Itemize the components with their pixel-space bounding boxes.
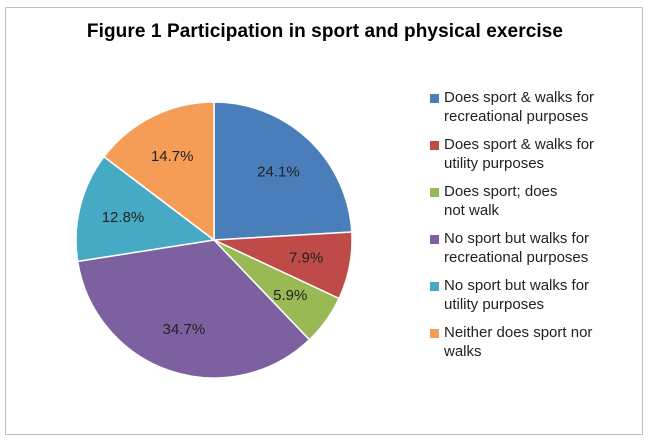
legend-item: Neither does sport nor walks (430, 323, 645, 361)
pie-slice-4 (75, 155, 216, 263)
legend-label-line: No sport but walks for (444, 230, 590, 247)
legend-swatch (430, 235, 439, 244)
legend-item: Does sport & walks for recreational purpo… (430, 88, 645, 126)
legend-label-line: walks (444, 343, 482, 360)
legend-item: No sport but walks for recreational purpo… (430, 229, 645, 267)
legend-label-line: recreational purposes (444, 249, 589, 266)
legend-item: Does sport & walks for utility purposes (430, 135, 645, 173)
legend-label-line: not walk (444, 202, 500, 219)
slice-data-label-4: 12.8% (102, 209, 145, 226)
pie-slice-5 (102, 101, 215, 242)
legend: Does sport & walks for recreational purpo… (430, 88, 645, 370)
slice-data-label-5: 14.7% (151, 148, 194, 165)
legend-item: Does sport; does not walk (430, 182, 645, 220)
legend-swatch (430, 141, 439, 150)
legend-label-line: Neither does sport nor (444, 324, 593, 341)
legend-label-line: utility purposes (444, 155, 545, 172)
slice-data-label-3: 34.7% (163, 321, 206, 338)
legend-label-line: Does sport; does (444, 183, 558, 200)
pie-slice-0 (213, 101, 353, 241)
legend-swatch (430, 188, 439, 197)
legend-label-line: recreational purposes (444, 108, 589, 125)
legend-label-line: No sport but walks for (444, 277, 590, 294)
legend-swatch (430, 282, 439, 291)
slice-data-label-2: 5.9% (273, 287, 307, 304)
pie-slice-3 (76, 239, 311, 379)
legend-label-line: Does sport & walks for (444, 136, 595, 153)
legend-label-line: utility purposes (444, 296, 545, 313)
legend-label-line: Does sport & walks for (444, 89, 595, 106)
slice-data-label-0: 24.1% (257, 164, 300, 181)
slice-data-label-1: 7.9% (289, 250, 323, 267)
legend-swatch (430, 329, 439, 338)
legend-item: No sport but walks for utility purposes (430, 276, 645, 314)
chart-title: Figure 1 Participation in sport and phys… (86, 21, 564, 42)
legend-swatch (430, 94, 439, 103)
